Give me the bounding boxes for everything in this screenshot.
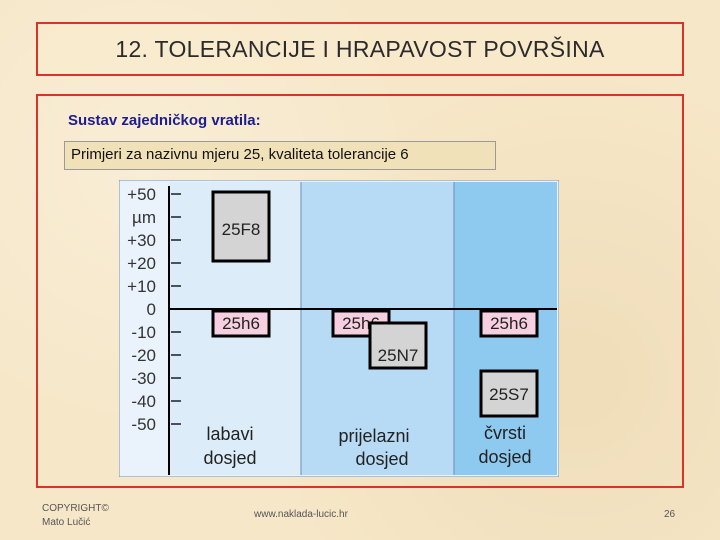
box-25n7-label: 25N7 [378,346,419,365]
content-frame [36,94,684,488]
box-25h6-interference [479,309,539,338]
column-loose-line1: labavi [206,424,253,444]
footer-url: www.naklada-lucic.hr [254,509,348,520]
title-frame: 12. TOLERANCIJE I HRAPAVOST POVRŠINA [36,22,684,76]
box-25h6-interference-label: 25h6 [490,314,528,333]
box-25f8-label: 25F8 [222,220,261,239]
column-interference-line1: čvrsti [484,423,526,443]
unit-label: µm [132,208,156,227]
box-25h6-loose [211,309,271,338]
slide-subtitle: Sustav zajedničkog vratila: [68,112,261,129]
column-loose-line2: dosjed [203,448,256,468]
author-line: Mato Lučić [42,517,91,528]
tick-label: +50 [127,185,156,204]
column-transition-line2: dosjed [355,449,408,469]
footer-copyright: COPYRIGHT© Mato Lučić [42,502,109,530]
tick-label: -30 [131,369,156,388]
tick-label: -10 [131,323,156,342]
tick-label: +20 [127,254,156,273]
column-interference-line2: dosjed [478,447,531,467]
tick-label: -20 [131,346,156,365]
tick-label: -50 [131,415,156,434]
tick-label: +10 [127,277,156,296]
page-number: 26 [664,509,676,520]
box-25s7-label: 25S7 [489,385,529,404]
copyright-line: COPYRIGHT© [42,503,109,514]
tick-label: 0 [147,300,156,319]
slide-title: 12. TOLERANCIJE I HRAPAVOST POVRŠINA [115,35,605,62]
example-caption: Primjeri za nazivnu mjeru 25, kvaliteta … [64,141,496,170]
tick-label: -40 [131,392,156,411]
y-axis-ticks [171,193,181,425]
box-25s7 [479,369,539,418]
box-25n7 [368,321,428,370]
tick-label: +30 [127,231,156,250]
box-25h6-loose-label: 25h6 [222,314,260,333]
tolerance-fit-diagram: +50 µm +30 +20 +10 0 -10 -20 -30 -40 -50… [119,180,559,477]
box-25f8 [211,190,271,263]
column-transition-line1: prijelazni [338,426,409,446]
